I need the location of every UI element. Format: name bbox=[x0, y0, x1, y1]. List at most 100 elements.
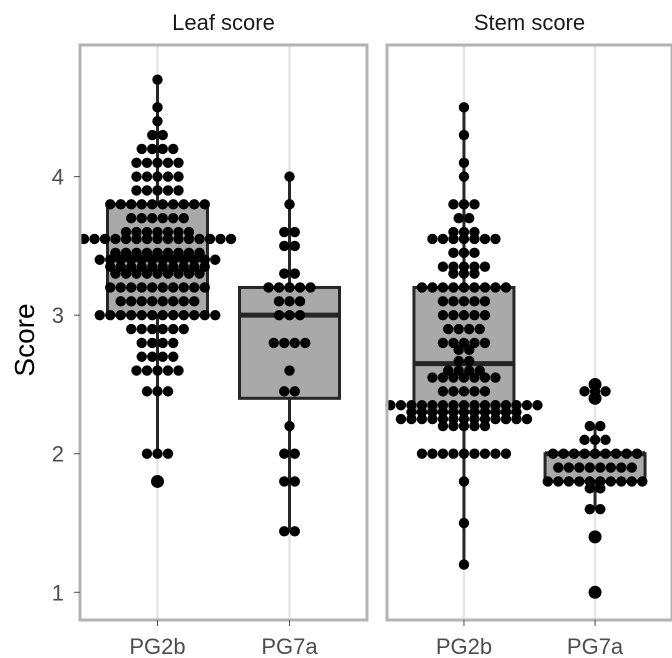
data-point bbox=[162, 448, 174, 459]
data-point bbox=[157, 351, 168, 362]
data-point bbox=[511, 413, 522, 425]
data-point bbox=[500, 448, 512, 459]
data-point bbox=[600, 448, 611, 459]
data-point bbox=[152, 448, 163, 459]
data-point bbox=[273, 282, 285, 293]
data-point bbox=[162, 185, 174, 196]
data-point bbox=[189, 199, 200, 210]
data-point bbox=[553, 476, 564, 487]
data-point bbox=[115, 309, 126, 321]
points-pg2b bbox=[78, 74, 237, 487]
data-point bbox=[437, 309, 449, 321]
data-point bbox=[279, 386, 290, 397]
data-point bbox=[500, 282, 512, 293]
data-point bbox=[626, 462, 637, 473]
data-point bbox=[210, 254, 221, 265]
data-point bbox=[194, 268, 205, 279]
data-point bbox=[136, 199, 147, 210]
data-point bbox=[453, 212, 464, 224]
data-point bbox=[183, 233, 195, 245]
data-point bbox=[162, 171, 174, 182]
data-point bbox=[547, 448, 559, 459]
data-point bbox=[157, 199, 168, 210]
data-point bbox=[141, 171, 153, 182]
data-point bbox=[479, 372, 491, 383]
data-point bbox=[427, 372, 438, 383]
data-point bbox=[521, 400, 533, 411]
data-point bbox=[490, 233, 501, 245]
data-point bbox=[157, 323, 168, 335]
data-point bbox=[458, 386, 470, 397]
data-point bbox=[600, 434, 611, 446]
data-point bbox=[141, 233, 153, 245]
data-point bbox=[173, 268, 184, 279]
data-point bbox=[141, 185, 153, 196]
data-point bbox=[532, 400, 543, 411]
data-point bbox=[469, 309, 480, 321]
data-point bbox=[458, 247, 470, 259]
data-point bbox=[469, 199, 480, 210]
data-point bbox=[458, 559, 470, 570]
data-point bbox=[126, 212, 137, 224]
data-point bbox=[168, 143, 179, 155]
data-point bbox=[300, 337, 311, 349]
data-point bbox=[437, 261, 449, 272]
data-point bbox=[183, 268, 195, 279]
data-point bbox=[626, 476, 637, 487]
data-point bbox=[279, 337, 290, 349]
data-point bbox=[162, 365, 174, 376]
data-point bbox=[284, 309, 295, 321]
data-point bbox=[406, 413, 417, 425]
data-point bbox=[605, 462, 616, 473]
data-point bbox=[199, 199, 210, 210]
data-point bbox=[437, 233, 449, 245]
data-point bbox=[563, 462, 574, 473]
data-point bbox=[437, 448, 449, 459]
data-point bbox=[637, 476, 648, 487]
data-point bbox=[490, 413, 501, 425]
data-point bbox=[147, 323, 158, 335]
y-tick-label: 4 bbox=[52, 165, 64, 190]
data-point bbox=[273, 309, 285, 321]
data-point bbox=[448, 199, 459, 210]
points-pg2b bbox=[385, 102, 543, 570]
data-point bbox=[453, 323, 464, 335]
data-point bbox=[279, 268, 290, 279]
data-point bbox=[147, 337, 158, 349]
data-point bbox=[469, 296, 480, 307]
data-point bbox=[305, 282, 316, 293]
data-point bbox=[469, 386, 480, 397]
data-point bbox=[469, 247, 480, 259]
data-point bbox=[136, 351, 147, 362]
data-point bbox=[178, 282, 189, 293]
data-point bbox=[289, 448, 300, 459]
data-point bbox=[579, 386, 590, 397]
data-point bbox=[427, 448, 438, 459]
facet-panel: Leaf score PG2b PG7a bbox=[78, 10, 369, 658]
data-point bbox=[458, 233, 470, 245]
data-point bbox=[294, 309, 306, 321]
data-point bbox=[152, 365, 163, 376]
data-point bbox=[464, 323, 475, 335]
data-point bbox=[152, 74, 163, 85]
data-point bbox=[600, 386, 611, 397]
data-point bbox=[268, 337, 279, 349]
data-point bbox=[173, 365, 184, 376]
data-point bbox=[189, 309, 200, 321]
data-point bbox=[147, 199, 158, 210]
data-point bbox=[437, 296, 449, 307]
data-point bbox=[126, 282, 137, 293]
data-point bbox=[621, 448, 632, 459]
data-point bbox=[448, 268, 459, 279]
data-point bbox=[479, 309, 491, 321]
data-point bbox=[284, 296, 295, 307]
data-point bbox=[458, 171, 470, 182]
data-point bbox=[157, 129, 168, 141]
data-point bbox=[469, 233, 480, 245]
data-point bbox=[210, 309, 221, 321]
data-point bbox=[199, 282, 210, 293]
data-point bbox=[458, 157, 470, 168]
data-point bbox=[610, 448, 622, 459]
data-point bbox=[464, 355, 475, 367]
data-point bbox=[157, 282, 168, 293]
